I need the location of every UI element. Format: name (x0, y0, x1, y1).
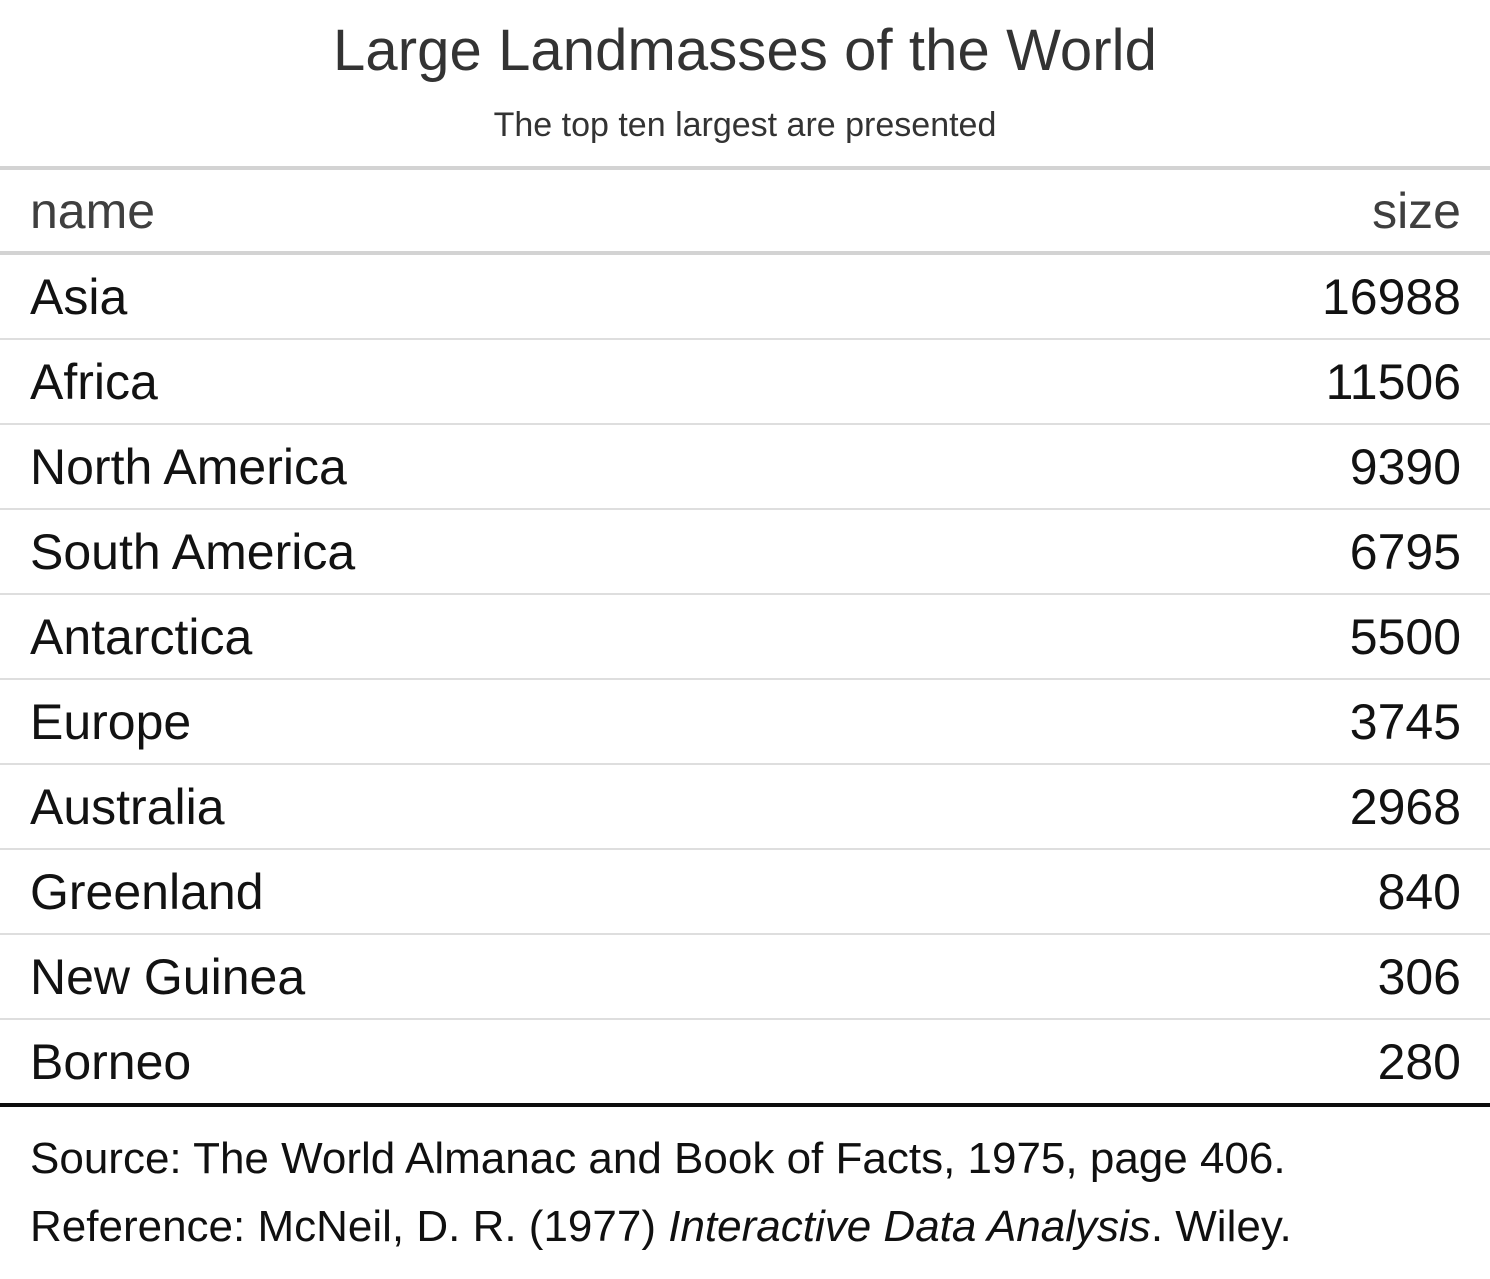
cell-size: 5500 (1349, 608, 1461, 665)
reference-suffix: . Wiley. (1150, 1202, 1292, 1251)
table-subtitle: The top ten largest are presented (493, 106, 997, 144)
cell-name: North America (30, 438, 347, 495)
table-body: Asia 16988 Africa 11506 North America 93… (0, 255, 1490, 1103)
heading-bottom-rule (0, 166, 1490, 170)
table-row: Borneo 280 (0, 1020, 1490, 1103)
row-divider (0, 593, 1490, 595)
table-row: New Guinea 306 (0, 935, 1490, 1018)
table-row: Australia 2968 (0, 765, 1490, 848)
cell-name: Borneo (30, 1033, 192, 1090)
cell-name: Africa (30, 353, 158, 410)
column-headers-bottom-rule (0, 251, 1490, 255)
cell-name: Greenland (30, 863, 264, 920)
table-row: Asia 16988 (0, 255, 1490, 338)
row-divider (0, 423, 1490, 425)
cell-size: 2968 (1349, 778, 1461, 835)
row-divider (0, 338, 1490, 340)
column-header-size[interactable]: size (1372, 182, 1461, 239)
cell-size: 11506 (1325, 353, 1461, 410)
cell-name: Asia (30, 268, 128, 325)
source-notes: Source: The World Almanac and Book of Fa… (0, 1107, 1490, 1249)
source-note-reference: Reference: McNeil, D. R. (1977) Interact… (0, 1181, 1490, 1249)
cell-name: New Guinea (30, 948, 306, 1005)
row-divider (0, 763, 1490, 765)
cell-name: Europe (30, 693, 192, 750)
cell-size: 306 (1377, 948, 1461, 1005)
source-note-source: Source: The World Almanac and Book of Fa… (30, 1134, 1286, 1183)
table-row: Africa 11506 (0, 340, 1490, 423)
table-row: Greenland 840 (0, 850, 1490, 933)
table-row: South America 6795 (0, 510, 1490, 593)
column-headers-row: name size (0, 170, 1490, 251)
data-table: Large Landmasses of the World The top te… (0, 0, 1490, 1249)
row-divider (0, 1018, 1490, 1020)
table-row: North America 9390 (0, 425, 1490, 508)
reference-title: Interactive Data Analysis (668, 1202, 1151, 1251)
table-heading: Large Landmasses of the World The top te… (0, 0, 1490, 166)
cell-size: 280 (1377, 1033, 1461, 1090)
cell-name: South America (30, 523, 356, 580)
row-divider (0, 678, 1490, 680)
table-title: Large Landmasses of the World (333, 18, 1157, 83)
column-header-name[interactable]: name (30, 182, 156, 239)
cell-name: Antarctica (30, 608, 253, 665)
cell-name: Australia (30, 778, 225, 835)
cell-size: 16988 (1321, 268, 1461, 325)
table-body-bottom-rule (0, 1103, 1490, 1107)
table-row: Antarctica 5500 (0, 595, 1490, 678)
row-divider (0, 933, 1490, 935)
cell-size: 9390 (1349, 438, 1461, 495)
cell-size: 6795 (1349, 523, 1461, 580)
cell-size: 840 (1377, 863, 1461, 920)
reference-prefix: Reference: McNeil, D. R. (1977) (30, 1202, 669, 1251)
cell-size: 3745 (1349, 693, 1461, 750)
row-divider (0, 508, 1490, 510)
table-row: Europe 3745 (0, 680, 1490, 763)
row-divider (0, 848, 1490, 850)
